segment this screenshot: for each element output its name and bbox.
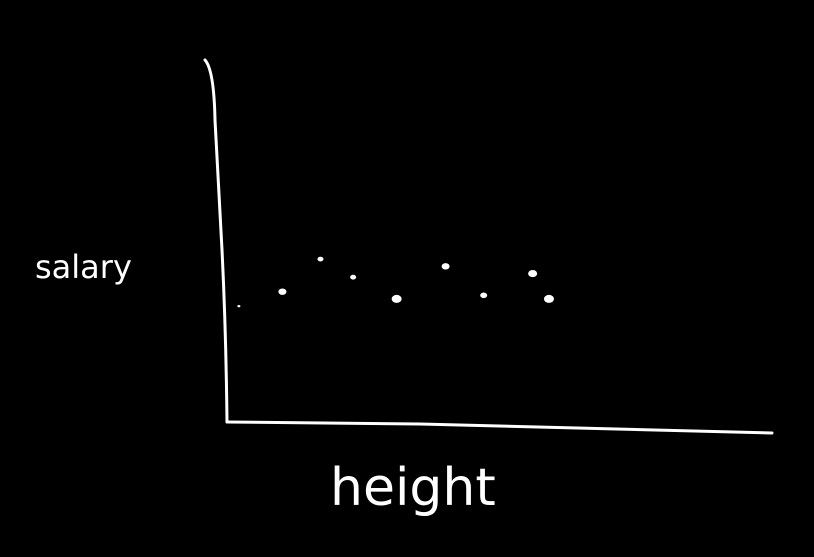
scatter-point [391,294,402,303]
scatter-point [317,256,324,262]
y-axis-line [203,58,229,424]
scatter-point [278,288,287,295]
scatter-point [528,269,538,278]
y-axis-label: salary [35,248,132,286]
scatter-point [441,263,450,270]
x-axis-label: height [330,458,496,518]
scatter-point [480,292,488,299]
scatter-point [237,304,241,308]
scatter-point [350,274,357,280]
x-axis-line [225,420,774,435]
scatter-points [237,256,554,308]
scatter-point [543,294,554,303]
